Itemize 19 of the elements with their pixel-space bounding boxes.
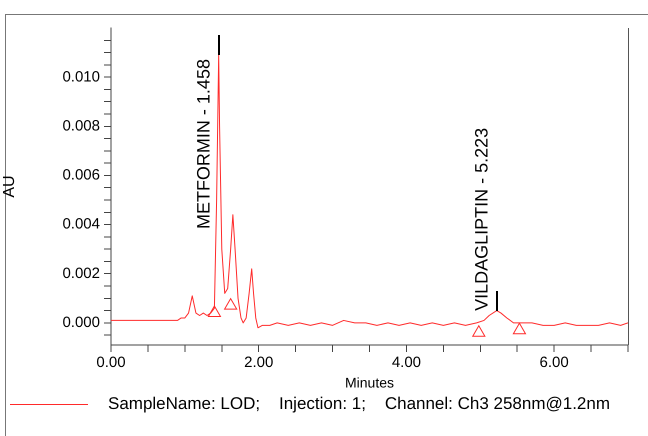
y-tick-label: 0.002 <box>62 264 100 282</box>
point <box>208 306 221 318</box>
x-tick-label: 0.00 <box>96 354 126 372</box>
point <box>512 322 526 334</box>
annotation: VILDAGLIPTIN - 5.223 <box>472 128 492 311</box>
y-tick-label: 0.008 <box>62 117 100 134</box>
y-tick-label: 0.006 <box>62 166 100 184</box>
x-tick-label: 4.00 <box>392 354 422 372</box>
y-tick-label: 0.000 <box>62 314 100 332</box>
legend-label: SampleName: LOD; Injection: 1; Channel: Ch3 258nm@1.2nm <box>108 394 612 413</box>
y-axis-title: AU <box>1 175 18 198</box>
x-tick-label: 2.00 <box>244 354 274 372</box>
point <box>224 298 238 310</box>
y-tick-label: 0.010 <box>62 68 100 86</box>
annotation: METFORMIN - 1.458 <box>194 59 214 230</box>
x-tick-label: 6.00 <box>540 354 569 372</box>
x-axis-title: Minutes <box>344 374 394 390</box>
y-tick-label: 0.004 <box>62 216 100 233</box>
point <box>472 325 486 337</box>
